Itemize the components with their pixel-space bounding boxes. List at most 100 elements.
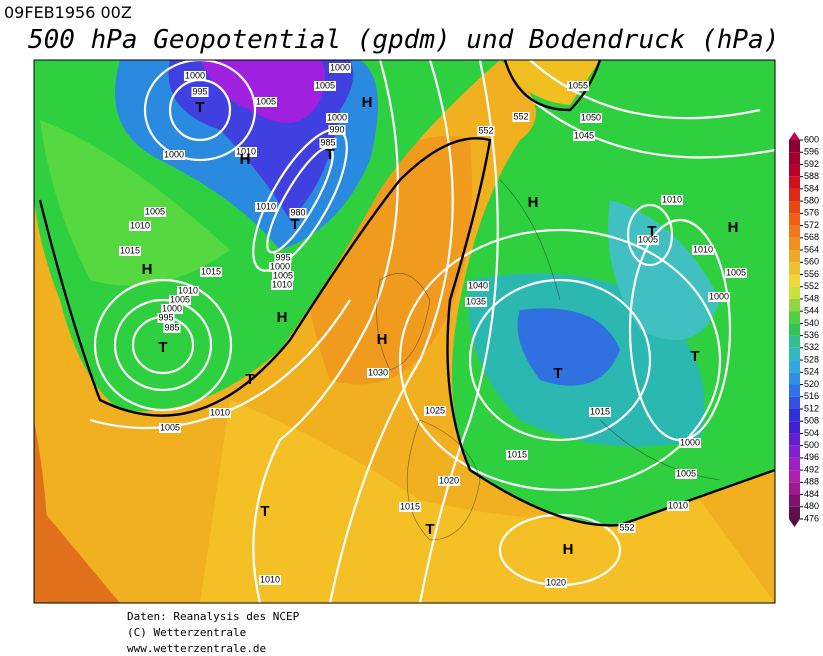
- pressure-label: 1020: [546, 577, 566, 587]
- colorbar-label: 536: [804, 330, 819, 340]
- date: 09FEB1956 00Z: [4, 3, 132, 22]
- pressure-label: 1015: [201, 266, 221, 276]
- pressure-label: 1005: [160, 422, 180, 432]
- label-bg: [157, 313, 175, 323]
- label-bg: [466, 281, 490, 291]
- pressure-label: 1010: [693, 244, 713, 254]
- colorbar-label: 576: [804, 208, 819, 218]
- map-field: [34, 60, 775, 603]
- colorbar-label: 492: [804, 464, 819, 474]
- label-bg: [158, 423, 182, 433]
- label-bg: [319, 138, 337, 148]
- pressure-label: 1010: [662, 194, 682, 204]
- colorbar-label: 512: [804, 403, 819, 413]
- pressure-label: 1015: [120, 245, 140, 255]
- label-bg: [423, 406, 447, 416]
- colorbar-cell: [789, 311, 800, 324]
- colorbar-label: 488: [804, 477, 819, 487]
- pressure-center: H: [277, 309, 288, 326]
- pressure-center: H: [142, 261, 153, 278]
- colorbar-label: 504: [804, 428, 819, 438]
- colorbar-cell: [789, 408, 800, 422]
- label-bg: [191, 87, 209, 97]
- colorbar-label: 540: [804, 318, 819, 328]
- pressure-center: T: [158, 339, 167, 356]
- pressure-label: 1005: [145, 206, 165, 216]
- colorbar-cell: [789, 237, 800, 251]
- pressure-label: 1005: [256, 96, 276, 106]
- label-bg: [674, 469, 698, 479]
- label-bg: [325, 113, 349, 123]
- colorbar-cell: [789, 274, 800, 287]
- label-bg: [366, 368, 390, 378]
- pressure-label: 552: [513, 111, 528, 121]
- colorbar-cell: [789, 323, 800, 336]
- pressure-label: 995: [158, 312, 173, 322]
- pressure-center: T: [647, 223, 656, 240]
- map-frame: [33, 59, 776, 604]
- label-bg: [618, 523, 636, 533]
- pressure-label: 1005: [315, 80, 335, 90]
- colorbar-label: 516: [804, 391, 819, 401]
- label-bg: [270, 280, 294, 290]
- pressure-label: 1010: [668, 500, 688, 510]
- colorbar-label: 592: [804, 159, 819, 169]
- label-bg: [271, 271, 295, 281]
- colorbar-cell: [789, 164, 800, 177]
- pressure-center: H: [728, 219, 739, 236]
- colorbar-label: 584: [804, 183, 819, 193]
- label-bg: [254, 97, 278, 107]
- colorbar-cell: [789, 482, 800, 495]
- colorbar-cell: [789, 250, 800, 263]
- pressure-center: T: [425, 521, 434, 538]
- pressure-label: 1020: [439, 475, 459, 485]
- colorbar-cell: [789, 335, 800, 348]
- colorbar-cell: [789, 457, 800, 471]
- label-bg: [328, 63, 352, 73]
- colorbar-cell: [789, 396, 800, 409]
- pressure-label: 1015: [507, 449, 527, 459]
- pressure-label: 990: [329, 124, 344, 134]
- colorbar-cell: [789, 188, 800, 202]
- colorbar-label: 580: [804, 196, 819, 206]
- pressure-label: 1005: [638, 234, 658, 244]
- colorbar-label: 484: [804, 489, 819, 499]
- pressure-label: 1010: [210, 407, 230, 417]
- label-bg: [274, 253, 292, 263]
- colorbar-label: 560: [804, 257, 819, 267]
- label-bg: [268, 262, 292, 272]
- colorbar-cell: [789, 384, 800, 397]
- pressure-center: H: [563, 541, 574, 558]
- pressure-center: T: [260, 503, 269, 520]
- label-bg: [160, 304, 184, 314]
- label-bg: [477, 126, 495, 136]
- pressure-label: 1010: [256, 201, 276, 211]
- label-bg: [163, 323, 181, 333]
- colorbar-cell: [789, 152, 800, 165]
- colorbar-cell: [789, 213, 800, 226]
- pressure-label: 985: [320, 137, 335, 147]
- colorbar-label: 532: [804, 342, 819, 352]
- pressure-label: 552: [478, 125, 493, 135]
- label-bg: [208, 408, 232, 418]
- label-bg: [398, 502, 422, 512]
- colorbar-label: 528: [804, 354, 819, 364]
- footer-line: Daten: Reanalysis des NCEP: [127, 610, 300, 623]
- pressure-label: 1005: [170, 294, 190, 304]
- label-bg: [162, 150, 186, 160]
- colorbar-cell: [789, 360, 800, 373]
- label-bg: [666, 501, 690, 511]
- pressure-center: T: [195, 99, 204, 116]
- colorbar-cell: [789, 421, 800, 434]
- pressure-center: T: [690, 348, 699, 365]
- colorbar-cell: [789, 298, 800, 312]
- label-bg: [176, 286, 200, 296]
- colorbar-cell: [789, 201, 800, 214]
- colorbar-cell: [789, 433, 800, 446]
- colorbar-label: 508: [804, 416, 819, 426]
- pressure-label: 1045: [574, 130, 594, 140]
- colorbar-label: 548: [804, 293, 819, 303]
- pressure-label: 1010: [260, 574, 280, 584]
- pressure-center: T: [553, 365, 562, 382]
- label-bg: [544, 578, 568, 588]
